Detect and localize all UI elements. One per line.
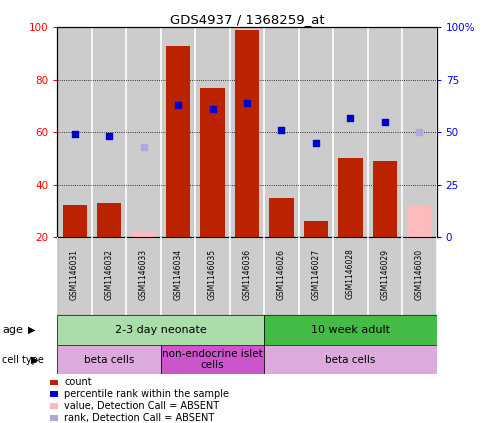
Title: GDS4937 / 1368259_at: GDS4937 / 1368259_at: [170, 14, 324, 26]
Text: age: age: [2, 325, 23, 335]
Text: 2-3 day neonate: 2-3 day neonate: [115, 325, 207, 335]
Text: percentile rank within the sample: percentile rank within the sample: [64, 389, 230, 399]
Text: GSM1146030: GSM1146030: [415, 249, 424, 300]
Bar: [161, 345, 264, 374]
Bar: [304, 221, 328, 237]
Text: GSM1146029: GSM1146029: [380, 249, 389, 299]
Text: GSM1146026: GSM1146026: [277, 249, 286, 299]
Bar: [264, 345, 437, 374]
Bar: [57, 345, 161, 374]
Point: [415, 129, 423, 135]
Point: [312, 139, 320, 146]
Text: GSM1146027: GSM1146027: [311, 249, 320, 299]
Text: cell type: cell type: [2, 354, 44, 365]
Bar: [166, 46, 190, 237]
Bar: [264, 315, 437, 345]
Text: ▶: ▶: [28, 325, 36, 335]
Bar: [235, 30, 259, 237]
Bar: [62, 206, 87, 237]
Bar: [269, 198, 293, 237]
Text: non-endocrine islet
cells: non-endocrine islet cells: [162, 349, 263, 371]
Text: GSM1146034: GSM1146034: [174, 249, 183, 300]
Bar: [57, 315, 264, 345]
Text: GSM1146028: GSM1146028: [346, 249, 355, 299]
Text: GSM1146036: GSM1146036: [243, 249, 251, 300]
Point: [243, 99, 251, 106]
Bar: [97, 203, 121, 237]
Point: [277, 127, 285, 134]
Text: GSM1146031: GSM1146031: [70, 249, 79, 299]
Text: beta cells: beta cells: [325, 354, 376, 365]
Text: rank, Detection Call = ABSENT: rank, Detection Call = ABSENT: [64, 413, 215, 423]
Point: [71, 131, 79, 137]
Text: count: count: [64, 377, 92, 387]
Bar: [407, 206, 432, 237]
Point: [346, 114, 354, 121]
Text: beta cells: beta cells: [84, 354, 134, 365]
Text: GSM1146035: GSM1146035: [208, 249, 217, 300]
Text: 10 week adult: 10 week adult: [311, 325, 390, 335]
Bar: [338, 158, 362, 237]
Text: ▶: ▶: [31, 354, 39, 365]
Bar: [132, 232, 156, 237]
Bar: [373, 161, 397, 237]
Bar: [201, 88, 225, 237]
Text: value, Detection Call = ABSENT: value, Detection Call = ABSENT: [64, 401, 220, 411]
Point: [140, 143, 148, 150]
Text: GSM1146033: GSM1146033: [139, 249, 148, 300]
Point: [105, 133, 113, 140]
Point: [209, 106, 217, 113]
Point: [381, 118, 389, 125]
Text: GSM1146032: GSM1146032: [105, 249, 114, 299]
Point: [174, 102, 182, 108]
